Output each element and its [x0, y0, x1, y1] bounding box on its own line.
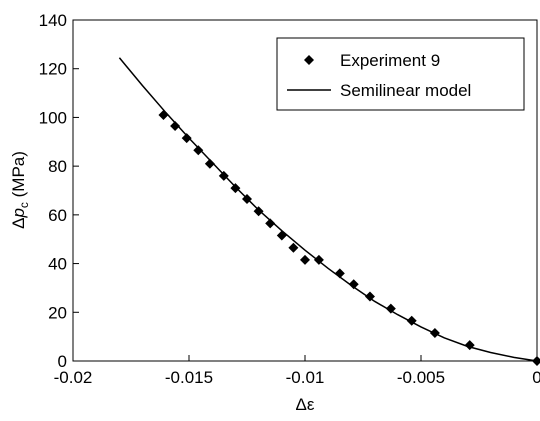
x-tick-label: -0.005	[397, 368, 445, 387]
data-point	[300, 254, 310, 265]
x-tick-label: -0.01	[286, 368, 325, 387]
data-point	[193, 145, 204, 156]
data-point	[276, 230, 287, 241]
legend-marker	[304, 55, 314, 65]
data-point	[230, 183, 241, 194]
data-point	[385, 303, 396, 314]
y-tick-label: 0	[58, 352, 67, 371]
data-point	[170, 120, 181, 131]
x-axis-label: Δε	[296, 395, 315, 414]
y-tick-label: 20	[48, 303, 67, 322]
x-tick-label: 0	[532, 368, 540, 387]
y-label-part: (MPa)	[9, 151, 28, 202]
data-point	[218, 170, 229, 181]
x-tick-label: -0.015	[165, 368, 213, 387]
y-tick-label: 100	[39, 108, 67, 127]
data-point	[253, 206, 264, 217]
model-line	[118, 57, 538, 362]
y-label-part: p	[9, 208, 28, 218]
legend-label: Semilinear model	[340, 81, 471, 100]
y-tick-label: 120	[39, 60, 67, 79]
data-point	[158, 109, 169, 120]
y-tick-label: 140	[39, 11, 67, 30]
legend-box	[276, 37, 525, 111]
x-tick-label: -0.02	[54, 368, 93, 387]
y-tick-label: 80	[48, 157, 67, 176]
y-tick-label: 60	[48, 206, 67, 225]
data-point	[288, 242, 299, 253]
y-tick-label: 40	[48, 255, 67, 274]
legend-label: Experiment 9	[340, 51, 440, 70]
data-point	[181, 133, 192, 144]
data-point	[265, 218, 276, 229]
data-point	[204, 158, 215, 169]
y-label-part: c	[17, 202, 31, 208]
y-axis-label: Δpc (MPa)	[9, 151, 31, 229]
data-point	[364, 291, 375, 302]
data-point	[348, 279, 359, 290]
y-label-part: Δ	[9, 218, 28, 229]
